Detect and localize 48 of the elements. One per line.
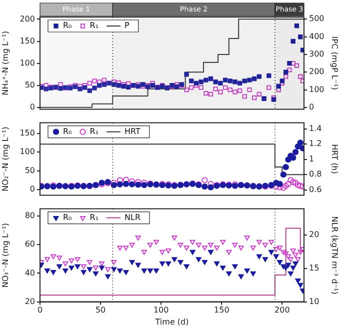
legend-label: P — [124, 21, 130, 30]
x-axis-title: Time (d) — [154, 317, 189, 326]
y-tick-label: 20 — [24, 296, 35, 306]
y-tick-label: 50 — [24, 80, 35, 90]
y2-tick-label: 500 — [309, 14, 324, 24]
x-tick-label: 50 — [95, 306, 106, 315]
y2-axis-title: IPC (mgP L⁻¹) — [330, 36, 340, 90]
y2-tick-label: 0 — [309, 102, 314, 112]
legend-label: NLR — [124, 212, 141, 222]
y2-tick-label: 100 — [309, 84, 324, 94]
y-tick-label: 100 — [20, 58, 35, 68]
y-tick-label: 80 — [24, 211, 35, 220]
y-tick-label: 100 — [20, 147, 35, 156]
legend-label: R₀ — [63, 126, 72, 136]
y2-tick-label: 1 — [309, 154, 314, 164]
legend-label: R₁ — [90, 21, 99, 30]
y2-tick-label: 1.2 — [309, 139, 322, 148]
y-axis-title: NO₃⁻-N (mg L⁻¹) — [0, 222, 10, 288]
x-tick-label: 100 — [153, 306, 169, 315]
y2-tick-label: 15 — [309, 263, 320, 272]
y2-tick-label: 10 — [309, 296, 320, 306]
legend-label: R₁ — [90, 126, 99, 136]
legend-label: HRT — [124, 126, 141, 136]
x-tick-label: 0 — [37, 306, 43, 315]
y2-tick-label: 1.4 — [309, 124, 322, 133]
legend-label: R₁ — [90, 212, 99, 222]
y-tick-label: 50 — [24, 166, 35, 175]
legend-label: R₀ — [63, 212, 72, 222]
y-tick-label: 40 — [24, 268, 35, 278]
x-tick-label: 150 — [214, 306, 230, 315]
y-tick-label: 200 — [20, 14, 35, 24]
legend-label: R₀ — [63, 21, 72, 30]
y-tick-label: 150 — [20, 36, 35, 46]
y2-tick-label: 200 — [309, 67, 324, 76]
y-axis-title: NH₄⁺-N (mg L⁻¹) — [0, 30, 10, 96]
y2-axis-title: HRT (h) — [330, 144, 340, 174]
y-tick-label: 0 — [30, 184, 35, 194]
x-tick-label: 200 — [274, 306, 290, 315]
y2-tick-label: 20 — [309, 230, 320, 239]
y-tick-label: 0 — [30, 102, 35, 112]
y-axis-title: NO₂⁻-N (mg L⁻¹) — [0, 126, 10, 192]
y2-tick-label: 0.8 — [309, 170, 322, 179]
y-tick-label: 150 — [20, 128, 35, 138]
y2-tick-label: 300 — [309, 50, 324, 59]
y2-tick-label: 0.6 — [309, 184, 322, 194]
y-tick-label: 60 — [24, 240, 35, 249]
y2-axis-title: NLR (kgTN m⁻³ d⁻¹) — [330, 216, 340, 294]
y2-tick-label: 400 — [309, 32, 324, 41]
